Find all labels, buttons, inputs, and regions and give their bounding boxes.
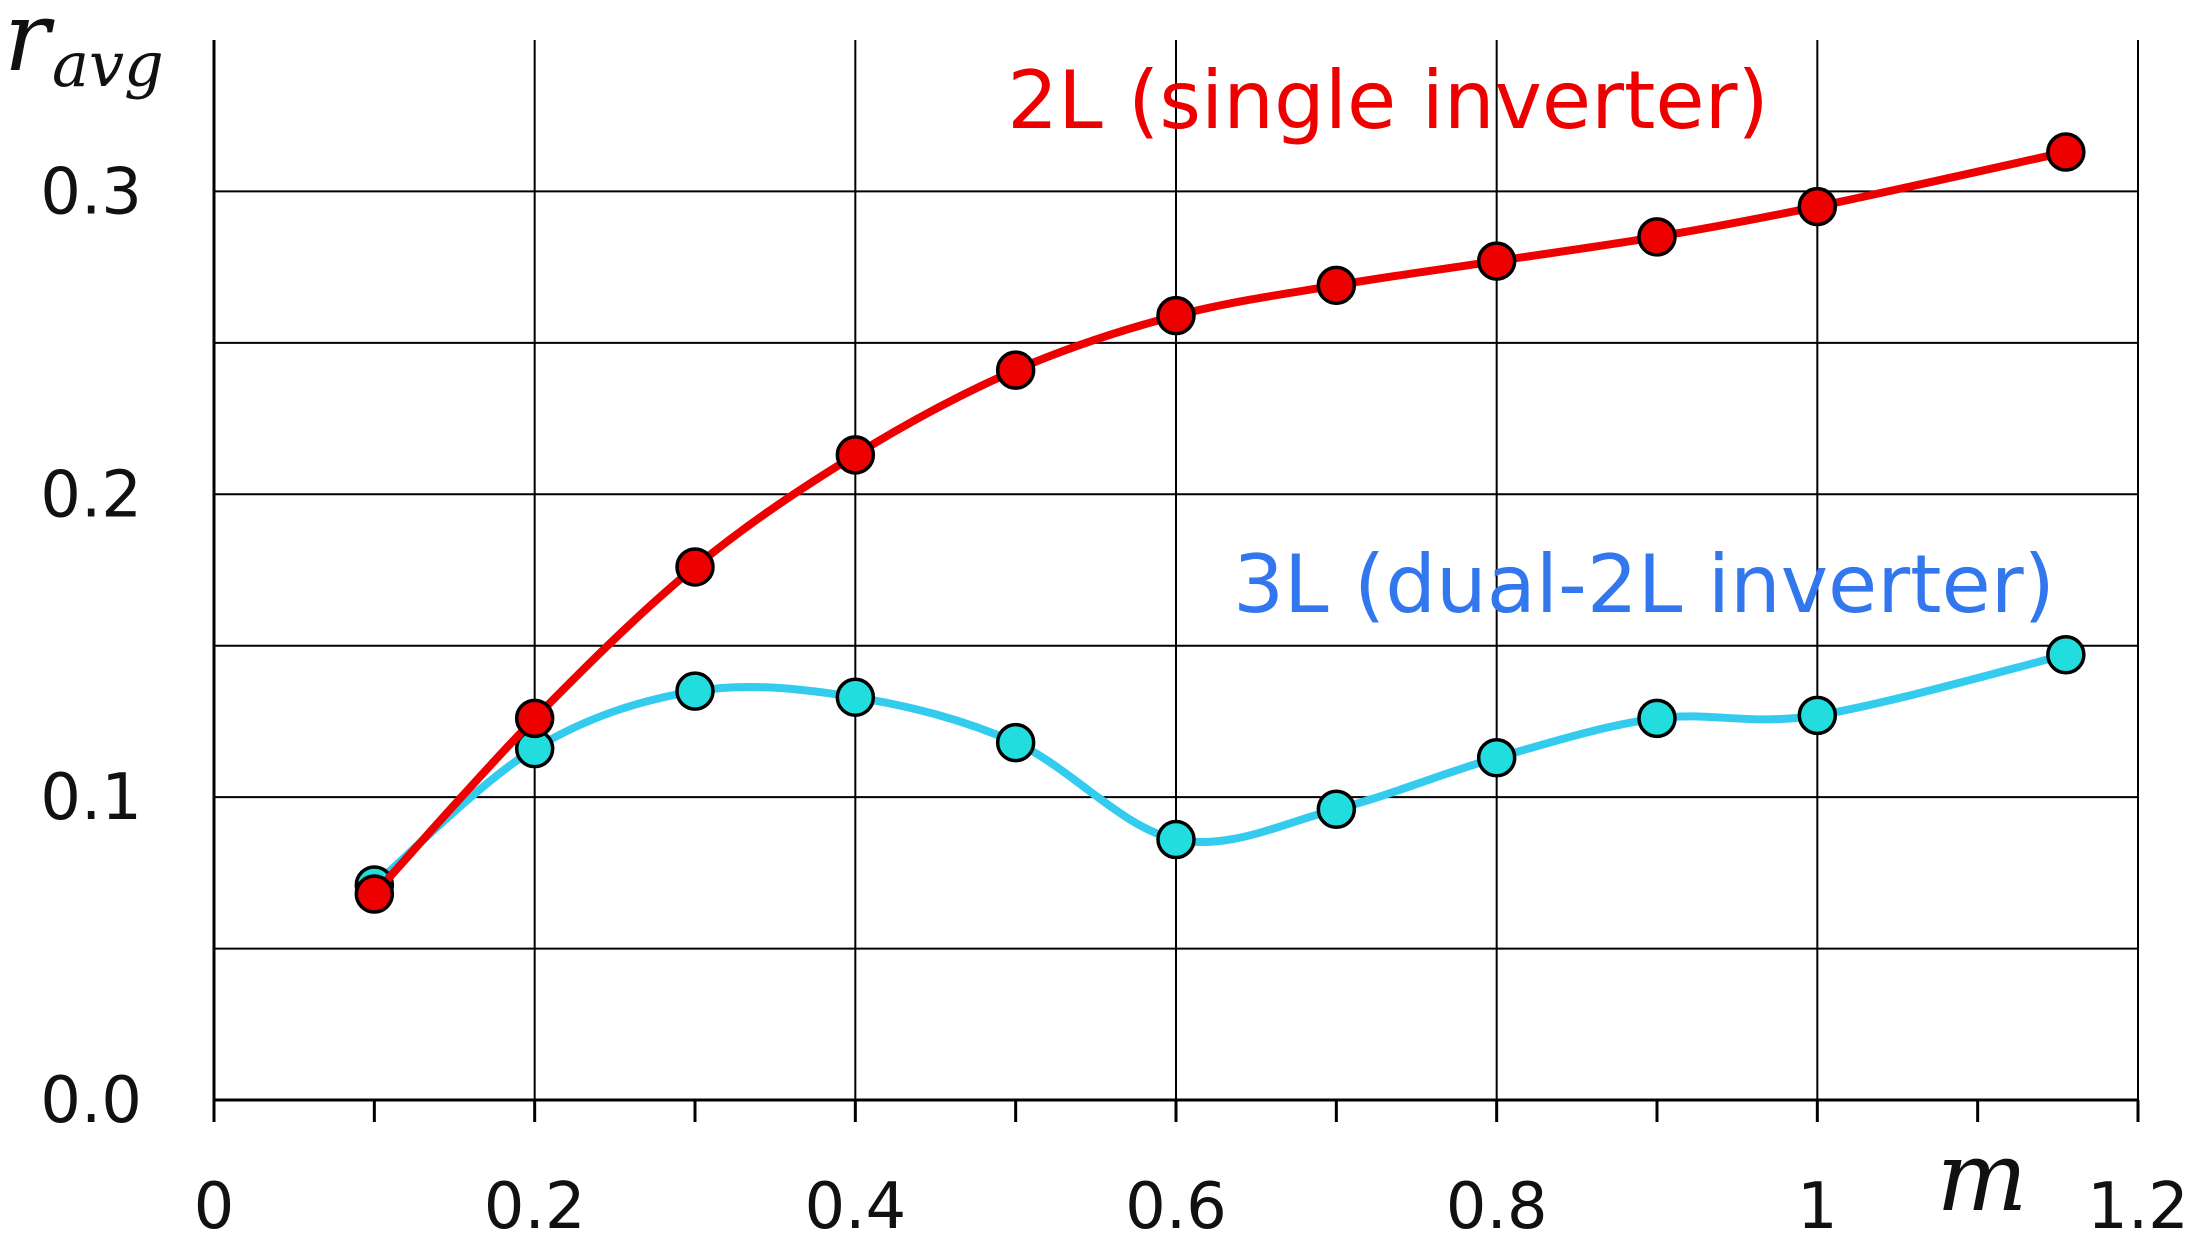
data-point (995, 722, 1036, 763)
data-point (1476, 738, 1517, 778)
x-tick-label: 1.2 (2087, 1170, 2189, 1244)
series-line (370, 148, 2070, 899)
x-tick-label: 0.4 (804, 1170, 906, 1244)
series-label-3l: 3L (dual-2L inverter) (1233, 538, 2055, 631)
series-2l-single-inverter (354, 132, 2086, 914)
y-tick-label: 0.3 (40, 155, 142, 229)
y-axis-label-subscript: avg (52, 28, 164, 101)
data-point (1316, 789, 1357, 830)
data-point (675, 671, 715, 711)
data-point (1797, 695, 1838, 736)
data-point (1637, 217, 1677, 257)
x-axis-label: m (1936, 1121, 2027, 1233)
data-point (1316, 265, 1357, 306)
y-tick-label: 0.1 (40, 761, 142, 835)
data-point (675, 547, 715, 587)
data-point (2046, 132, 2086, 172)
x-tick-label: 0.6 (1125, 1170, 1227, 1244)
series-3l-dual-2l-inverter (354, 635, 2086, 905)
y-tick-label: 0.0 (40, 1064, 142, 1138)
data-point (835, 435, 876, 475)
data-point (1637, 698, 1677, 739)
x-tick-label: 0.2 (484, 1170, 586, 1244)
x-tick-label: 1 (1797, 1170, 1838, 1244)
data-point (1156, 295, 1196, 336)
data-point (1156, 819, 1196, 860)
y-axis-label: r (4, 0, 55, 93)
series-line (370, 650, 2070, 889)
x-tick-label: 0.8 (1446, 1170, 1548, 1244)
axes: 0 0.2 0.4 0.6 0.8 1 1.2 0.0 0.1 0.2 0.3 r avg m (4, 0, 2189, 1244)
data-point (1476, 241, 1517, 281)
data-point (1797, 186, 1838, 227)
labels: 2L (single inverter) 3L (dual-2L inverter… (1007, 54, 2055, 631)
data-point (514, 698, 555, 739)
series (354, 132, 2086, 914)
data-point (835, 677, 876, 717)
data-point (2046, 635, 2086, 675)
data-point (354, 874, 395, 914)
data-point (995, 350, 1036, 390)
x-tick-label: 0 (194, 1170, 235, 1244)
series-label-2l: 2L (single inverter) (1007, 54, 1768, 147)
y-tick-label: 0.2 (40, 458, 142, 532)
